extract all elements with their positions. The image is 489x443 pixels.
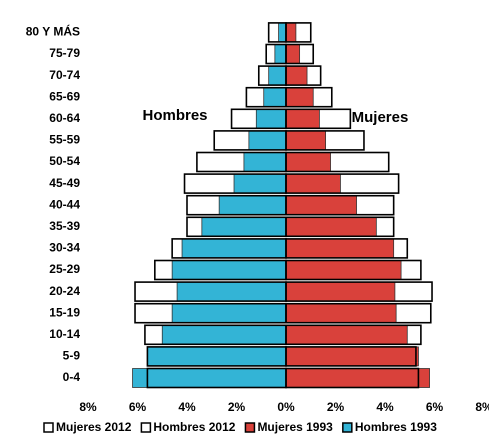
bar [285, 195, 357, 216]
bar [132, 368, 287, 388]
bar [171, 303, 287, 324]
bar [285, 346, 419, 367]
bar [181, 238, 287, 259]
bar [285, 130, 326, 151]
y-tick-label: 50-54 [49, 154, 80, 168]
y-tick-label: 65-69 [49, 89, 80, 103]
bar [171, 260, 287, 280]
bar [285, 324, 408, 345]
bar [134, 302, 287, 324]
bar [274, 44, 287, 64]
bar [176, 281, 287, 302]
x-tick-label: 2% [327, 400, 345, 414]
x-tick-label: 6% [129, 400, 147, 414]
legend-swatch [244, 422, 256, 433]
x-tick-label: 2% [228, 400, 246, 414]
legend-label: Mujeres 2012 [56, 420, 132, 434]
bar [146, 346, 287, 367]
bar [243, 152, 287, 172]
bar [161, 324, 287, 345]
bar [146, 367, 287, 389]
bar [183, 173, 287, 194]
bar [233, 173, 287, 194]
bar [171, 238, 287, 259]
legend-swatch [342, 422, 353, 433]
x-tick-label: 0% [277, 400, 295, 414]
bar [285, 281, 396, 302]
y-tick-label: 30-34 [49, 241, 80, 255]
y-tick-label: 45-49 [49, 176, 80, 190]
y-tick-label: 75-79 [49, 46, 80, 60]
bar [285, 173, 341, 194]
y-tick-label: 10-14 [49, 327, 80, 341]
bar [196, 151, 287, 173]
bar [146, 346, 287, 367]
legend-label: Mujeres 1993 [257, 420, 333, 434]
legend-swatch [43, 422, 54, 433]
y-tick-label: 80 Y MÁS [26, 24, 80, 39]
bar [144, 324, 287, 346]
y-tick-label: 55-59 [49, 133, 80, 147]
y-tick-label: 35-39 [49, 219, 80, 233]
bar [285, 87, 314, 108]
bar [186, 216, 287, 238]
bar [285, 368, 430, 388]
bar [268, 65, 287, 86]
y-tick-label: 20-24 [49, 284, 80, 298]
bar [285, 44, 301, 64]
bar [257, 65, 287, 86]
legend-label: Hombres 1993 [355, 420, 437, 434]
bar [285, 22, 297, 43]
bar [255, 108, 287, 129]
x-tick-label: 4% [376, 400, 394, 414]
bar [230, 108, 287, 130]
bar [285, 108, 320, 129]
legend-swatch [140, 422, 152, 433]
bar [285, 260, 402, 280]
bar [218, 195, 287, 216]
bar [285, 152, 331, 172]
bar [263, 87, 287, 108]
x-tick-label: 8% [475, 400, 489, 414]
x-tick-label: 8% [79, 400, 97, 414]
y-tick-label: 40-44 [49, 197, 80, 211]
bar [285, 216, 377, 237]
bar [213, 130, 287, 151]
y-tick-label: 70-74 [49, 68, 80, 82]
annotation: Mujeres [352, 109, 409, 126]
x-tick-label: 6% [426, 400, 444, 414]
bar [267, 22, 287, 43]
bar [285, 303, 397, 324]
y-tick-label: 0-4 [63, 370, 81, 384]
annotation: Hombres [142, 107, 207, 124]
bar [134, 281, 287, 302]
x-tick-label: 4% [178, 400, 196, 414]
bar [248, 130, 287, 151]
bar [245, 86, 287, 108]
y-tick-label: 25-29 [49, 262, 80, 276]
bar [154, 259, 287, 281]
legend-label: Hombres 2012 [153, 420, 235, 434]
y-tick-label: 15-19 [49, 305, 80, 319]
bar [265, 43, 287, 65]
y-tick-label: 5-9 [63, 349, 81, 363]
bar [285, 238, 395, 259]
bar [201, 216, 287, 237]
bar [285, 65, 308, 86]
y-tick-label: 60-64 [49, 111, 80, 125]
bar [186, 194, 287, 216]
bar [278, 22, 287, 43]
